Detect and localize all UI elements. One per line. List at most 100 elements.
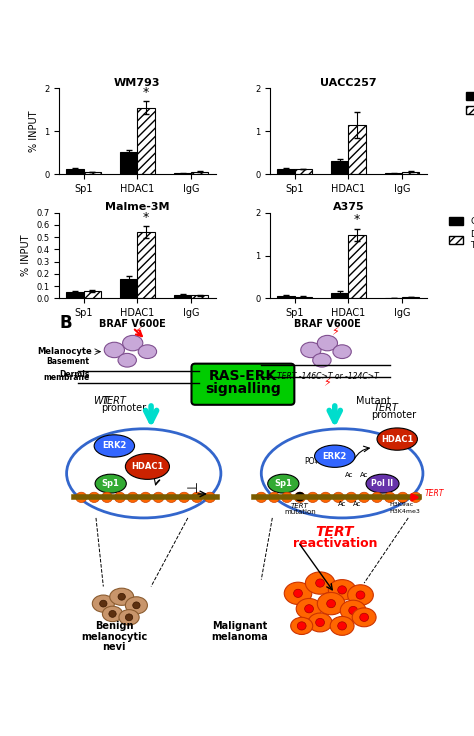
Circle shape bbox=[410, 492, 421, 503]
Text: membrane: membrane bbox=[43, 373, 90, 382]
Text: ⚡: ⚡ bbox=[331, 327, 338, 337]
Circle shape bbox=[256, 492, 267, 503]
Circle shape bbox=[179, 492, 190, 503]
Bar bbox=[277, 169, 295, 174]
Text: Benign: Benign bbox=[95, 621, 134, 631]
Text: *: * bbox=[354, 213, 360, 226]
Text: HDAC1: HDAC1 bbox=[381, 434, 413, 444]
Circle shape bbox=[127, 492, 138, 503]
Bar bbox=[331, 293, 348, 298]
Legend: Control, Dabrafenib+
Trametinib: Control, Dabrafenib+ Trametinib bbox=[446, 213, 474, 253]
Ellipse shape bbox=[138, 344, 156, 358]
Bar bbox=[174, 173, 191, 174]
Text: TERT: TERT bbox=[291, 503, 309, 509]
Text: signalling: signalling bbox=[205, 383, 281, 397]
Circle shape bbox=[101, 492, 112, 503]
Text: Pol II: Pol II bbox=[372, 479, 393, 488]
Bar bbox=[331, 161, 348, 174]
Bar bbox=[402, 297, 419, 298]
Ellipse shape bbox=[330, 617, 354, 635]
Circle shape bbox=[89, 492, 100, 503]
Text: Malignant: Malignant bbox=[211, 621, 267, 631]
Ellipse shape bbox=[317, 592, 345, 615]
Circle shape bbox=[397, 492, 408, 503]
Text: TERT: TERT bbox=[316, 525, 354, 539]
Ellipse shape bbox=[118, 353, 137, 367]
Ellipse shape bbox=[352, 608, 376, 627]
Circle shape bbox=[133, 602, 140, 609]
Circle shape bbox=[384, 492, 395, 503]
Ellipse shape bbox=[315, 445, 355, 467]
Circle shape bbox=[372, 492, 383, 503]
Ellipse shape bbox=[340, 600, 366, 620]
Circle shape bbox=[109, 610, 116, 618]
Y-axis label: % INPUT: % INPUT bbox=[29, 110, 39, 152]
Circle shape bbox=[337, 622, 346, 630]
Bar bbox=[191, 295, 209, 298]
Ellipse shape bbox=[296, 598, 322, 619]
Ellipse shape bbox=[366, 474, 399, 493]
Bar bbox=[191, 171, 209, 174]
Ellipse shape bbox=[102, 606, 123, 622]
Bar bbox=[137, 107, 155, 174]
Ellipse shape bbox=[347, 585, 374, 605]
Ellipse shape bbox=[95, 474, 126, 493]
Circle shape bbox=[356, 591, 365, 599]
Bar bbox=[66, 292, 83, 298]
Text: melanocytic: melanocytic bbox=[81, 631, 147, 642]
Circle shape bbox=[333, 492, 344, 503]
Y-axis label: % INPUT: % INPUT bbox=[21, 235, 31, 276]
Ellipse shape bbox=[377, 428, 418, 450]
Circle shape bbox=[320, 492, 331, 503]
Circle shape bbox=[140, 492, 151, 503]
Text: melanoma: melanoma bbox=[211, 631, 268, 642]
Circle shape bbox=[204, 492, 215, 503]
Text: ⚡: ⚡ bbox=[324, 378, 331, 389]
Text: TERT: TERT bbox=[425, 489, 444, 498]
Text: TERT -146C>T or -124C>T: TERT -146C>T or -124C>T bbox=[276, 372, 378, 381]
Bar bbox=[348, 125, 365, 174]
Circle shape bbox=[294, 492, 305, 503]
Text: PO₄: PO₄ bbox=[304, 457, 318, 466]
Text: Sp1: Sp1 bbox=[102, 479, 119, 488]
Circle shape bbox=[114, 492, 125, 503]
Title: Malme-3M: Malme-3M bbox=[105, 202, 170, 212]
Ellipse shape bbox=[291, 618, 313, 634]
Text: TERT: TERT bbox=[374, 403, 399, 413]
Bar bbox=[402, 171, 419, 174]
Text: BRAF V600E: BRAF V600E bbox=[100, 319, 166, 329]
Circle shape bbox=[269, 492, 280, 503]
Circle shape bbox=[166, 492, 177, 503]
Text: RAS-ERK: RAS-ERK bbox=[209, 369, 277, 383]
Ellipse shape bbox=[125, 453, 170, 479]
Circle shape bbox=[316, 618, 325, 626]
Circle shape bbox=[316, 579, 325, 587]
Bar bbox=[66, 169, 83, 174]
Text: Melanocyte: Melanocyte bbox=[37, 347, 92, 356]
Ellipse shape bbox=[94, 435, 135, 457]
Text: Ac: Ac bbox=[360, 472, 368, 478]
Circle shape bbox=[153, 492, 164, 503]
Ellipse shape bbox=[110, 588, 134, 605]
Text: HDAC1: HDAC1 bbox=[131, 462, 164, 471]
Text: ⚡: ⚡ bbox=[134, 327, 142, 337]
Text: *: * bbox=[143, 85, 149, 99]
Ellipse shape bbox=[317, 336, 337, 351]
Bar bbox=[120, 279, 137, 298]
Text: H3K4me3: H3K4me3 bbox=[390, 509, 421, 514]
Bar bbox=[295, 169, 312, 174]
Circle shape bbox=[327, 600, 336, 608]
Text: promoter: promoter bbox=[371, 410, 416, 420]
Bar bbox=[295, 297, 312, 298]
Bar bbox=[277, 296, 295, 298]
Circle shape bbox=[125, 614, 133, 620]
Circle shape bbox=[295, 492, 304, 500]
Text: ERK2: ERK2 bbox=[102, 442, 127, 450]
Ellipse shape bbox=[104, 342, 125, 358]
Text: WT: WT bbox=[94, 396, 113, 406]
Circle shape bbox=[305, 605, 313, 613]
Bar bbox=[348, 235, 365, 298]
Text: Ac: Ac bbox=[353, 501, 361, 507]
Title: UACC257: UACC257 bbox=[320, 77, 377, 88]
Circle shape bbox=[360, 613, 369, 621]
